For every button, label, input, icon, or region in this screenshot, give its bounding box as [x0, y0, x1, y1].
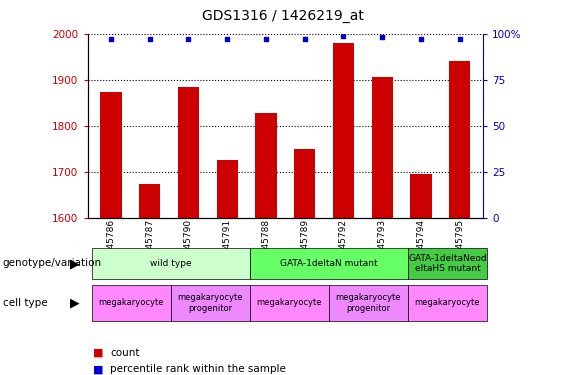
Text: genotype/variation: genotype/variation: [3, 258, 102, 268]
Bar: [100, 92, 121, 218]
Bar: [216, 160, 238, 218]
Point: [262, 36, 271, 42]
Text: GATA-1deltaNeod
eltaHS mutant: GATA-1deltaNeod eltaHS mutant: [408, 254, 487, 273]
Point: [145, 36, 154, 42]
Text: GATA-1deltaN mutant: GATA-1deltaN mutant: [280, 259, 377, 268]
Bar: [255, 113, 277, 218]
Bar: [139, 184, 160, 218]
Point: [106, 36, 115, 42]
Text: megakaryocyte
progenitor: megakaryocyte progenitor: [336, 293, 401, 312]
Text: megakaryocyte: megakaryocyte: [98, 298, 164, 307]
Point: [223, 36, 232, 42]
Point: [416, 36, 425, 42]
Text: ▶: ▶: [69, 296, 79, 309]
Text: megakaryocyte: megakaryocyte: [257, 298, 322, 307]
Text: megakaryocyte: megakaryocyte: [415, 298, 480, 307]
Text: cell type: cell type: [3, 298, 47, 308]
Bar: [410, 174, 432, 217]
Point: [455, 36, 464, 42]
Text: ▶: ▶: [69, 257, 79, 270]
Bar: [294, 148, 315, 217]
Text: ■: ■: [93, 364, 104, 374]
Text: count: count: [110, 348, 140, 357]
Bar: [333, 43, 354, 218]
Text: wild type: wild type: [150, 259, 192, 268]
Point: [339, 33, 348, 39]
Bar: [449, 62, 471, 217]
Text: ■: ■: [93, 348, 104, 357]
Text: percentile rank within the sample: percentile rank within the sample: [110, 364, 286, 374]
Bar: [372, 77, 393, 218]
Text: megakaryocyte
progenitor: megakaryocyte progenitor: [177, 293, 243, 312]
Point: [378, 34, 387, 40]
Point: [184, 36, 193, 42]
Point: [300, 36, 309, 42]
Text: GDS1316 / 1426219_at: GDS1316 / 1426219_at: [202, 9, 363, 23]
Bar: [178, 87, 199, 218]
